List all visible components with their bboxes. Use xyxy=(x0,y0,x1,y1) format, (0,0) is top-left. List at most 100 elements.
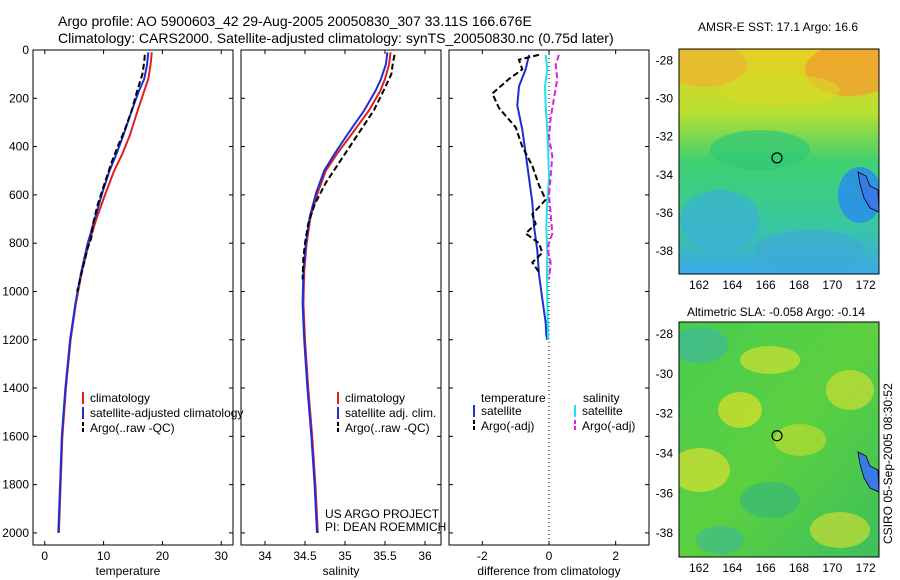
argo-location-circle xyxy=(771,152,783,164)
x-tick-label: 36 xyxy=(418,549,432,563)
map-x-tick-label: 170 xyxy=(822,278,842,292)
sla-low-patch xyxy=(740,482,800,518)
sst-cool-patch xyxy=(838,167,879,223)
sst-cool-patch xyxy=(755,230,865,270)
x-tick-label: 30 xyxy=(215,549,229,563)
salinity-legend: climatology satellite adj. clim. Argo(..… xyxy=(337,391,436,435)
temperature-legend: climatology satellite-adjusted climatolo… xyxy=(82,391,243,435)
legend-title-salinity: salinity xyxy=(583,391,620,405)
series-line-s-satellite xyxy=(543,54,551,340)
series-line-t-argo-adj xyxy=(491,53,547,273)
series-line-climatology xyxy=(302,52,392,533)
sla-high-patch xyxy=(774,424,826,456)
sla-high-patch xyxy=(718,392,762,428)
map-y-tick-label: -28 xyxy=(656,53,674,67)
series-line-argo-raw-qc xyxy=(301,54,396,280)
map-y-tick-label: -30 xyxy=(656,92,674,106)
map-x-tick-label: 168 xyxy=(789,561,809,575)
y-tick-label: 600 xyxy=(9,188,29,202)
x-tick-label: 0 xyxy=(546,549,553,563)
credit-project: US ARGO PROJECT xyxy=(325,507,440,521)
x-tick-label: 34 xyxy=(258,549,272,563)
y-tick-label: 1600 xyxy=(2,429,29,443)
legend-argo: Argo(..raw -QC) xyxy=(345,421,430,435)
temperature-xlabel: temperature xyxy=(96,564,161,578)
y-tick-label: 1400 xyxy=(2,381,29,395)
salinity-xlabel: salinity xyxy=(323,564,360,578)
sst-argo-marker xyxy=(771,152,783,164)
timestamp-stamp: CSIRO 05-Sep-2005 08:30:52 xyxy=(881,383,895,544)
map-x-tick-label: 168 xyxy=(789,278,809,292)
legend-sat: satellite-adjusted climatology xyxy=(90,406,243,420)
sst-map-frame xyxy=(678,48,880,275)
sla-high-patch xyxy=(740,346,800,374)
legend-argo: Argo(..raw -QC) xyxy=(90,421,175,435)
map-y-tick-label: -34 xyxy=(656,446,674,460)
map-y-tick-label: -38 xyxy=(656,244,674,258)
series-line-satellite-adjusted-climatology xyxy=(57,52,150,533)
map-y-tick-label: -34 xyxy=(656,168,674,182)
figure-title-line1: Argo profile: AO 5900603_42 29-Aug-2005 … xyxy=(58,13,532,29)
y-tick-label: 1800 xyxy=(2,478,29,492)
series-line-climatology xyxy=(57,52,153,533)
argo-location-circle xyxy=(771,430,783,442)
sst-warm-patch xyxy=(720,74,840,106)
y-tick-label: 200 xyxy=(9,91,29,105)
map-y-tick-label: -32 xyxy=(656,130,674,144)
series-line-satellite-adj-clim xyxy=(301,52,389,533)
y-tick-label: 800 xyxy=(9,236,29,250)
x-tick-label: 20 xyxy=(156,549,170,563)
sla-map-field xyxy=(679,322,879,557)
x-tick-label: 34.5 xyxy=(293,549,317,563)
legend-s-sat: satellite xyxy=(582,404,623,418)
map-x-tick-label: 166 xyxy=(756,278,776,292)
map-x-tick-label: 164 xyxy=(722,561,742,575)
sla-map-frame xyxy=(678,321,880,558)
credit-pi: PI: DEAN ROEMMICH xyxy=(325,520,446,534)
y-tick-label: 2000 xyxy=(2,526,29,540)
sla-high-patch xyxy=(679,448,730,492)
map-x-tick-label: 172 xyxy=(856,278,876,292)
legend-clim: climatology xyxy=(90,391,150,405)
difference-xlabel: difference from climatology xyxy=(477,564,620,578)
sla-low-patch xyxy=(679,327,728,363)
map-y-tick-label: -28 xyxy=(656,327,674,341)
sla-high-patch xyxy=(826,370,874,410)
legend-sat: satellite adj. clim. xyxy=(345,406,436,420)
y-tick-label: 1000 xyxy=(2,284,29,298)
legend-t-sat: satellite xyxy=(481,404,522,418)
map-x-tick-label: 162 xyxy=(689,561,709,575)
x-tick-label: 35 xyxy=(338,549,352,563)
map-x-tick-label: 162 xyxy=(689,278,709,292)
map-x-tick-label: 166 xyxy=(756,561,776,575)
y-tick-label: 400 xyxy=(9,140,29,154)
map-y-tick-label: -36 xyxy=(656,486,674,500)
sla-low-patch xyxy=(696,526,744,554)
series-line-t-satellite xyxy=(516,54,549,340)
map-y-tick-label: -36 xyxy=(656,206,674,220)
sst-map-field xyxy=(679,49,879,274)
difference-legend: temperature salinity satellite Argo(-adj… xyxy=(473,391,635,433)
y-tick-label: 0 xyxy=(22,43,29,57)
sla-argo-marker xyxy=(771,430,783,442)
sla-map-title: Altimetric SLA: -0.058 Argo: -0.14 xyxy=(687,305,865,319)
legend-t-argo: Argo(-adj) xyxy=(481,419,534,433)
profile-lines xyxy=(57,50,560,545)
sst-cool-patch xyxy=(680,190,760,250)
sst-warm-patch xyxy=(679,49,747,87)
sst-cool-patch xyxy=(710,130,810,170)
series-line-s-argo-adj xyxy=(546,54,560,280)
sst-map-title: AMSR-E SST: 17.1 Argo: 16.6 xyxy=(698,20,858,34)
x-tick-label: 10 xyxy=(97,549,111,563)
x-tick-label: 35.5 xyxy=(373,549,397,563)
x-tick-label: 2 xyxy=(612,549,619,563)
map-y-tick-label: -38 xyxy=(656,526,674,540)
map-x-tick-label: 172 xyxy=(856,561,876,575)
legend-s-argo: Argo(-adj) xyxy=(582,419,635,433)
legend-title-temperature: temperature xyxy=(481,391,546,405)
x-tick-label: 0 xyxy=(41,549,48,563)
coastline-nz xyxy=(857,451,879,493)
map-y-tick-label: -30 xyxy=(656,367,674,381)
figure-title-line2: Climatology: CARS2000. Satellite-adjuste… xyxy=(58,30,614,46)
